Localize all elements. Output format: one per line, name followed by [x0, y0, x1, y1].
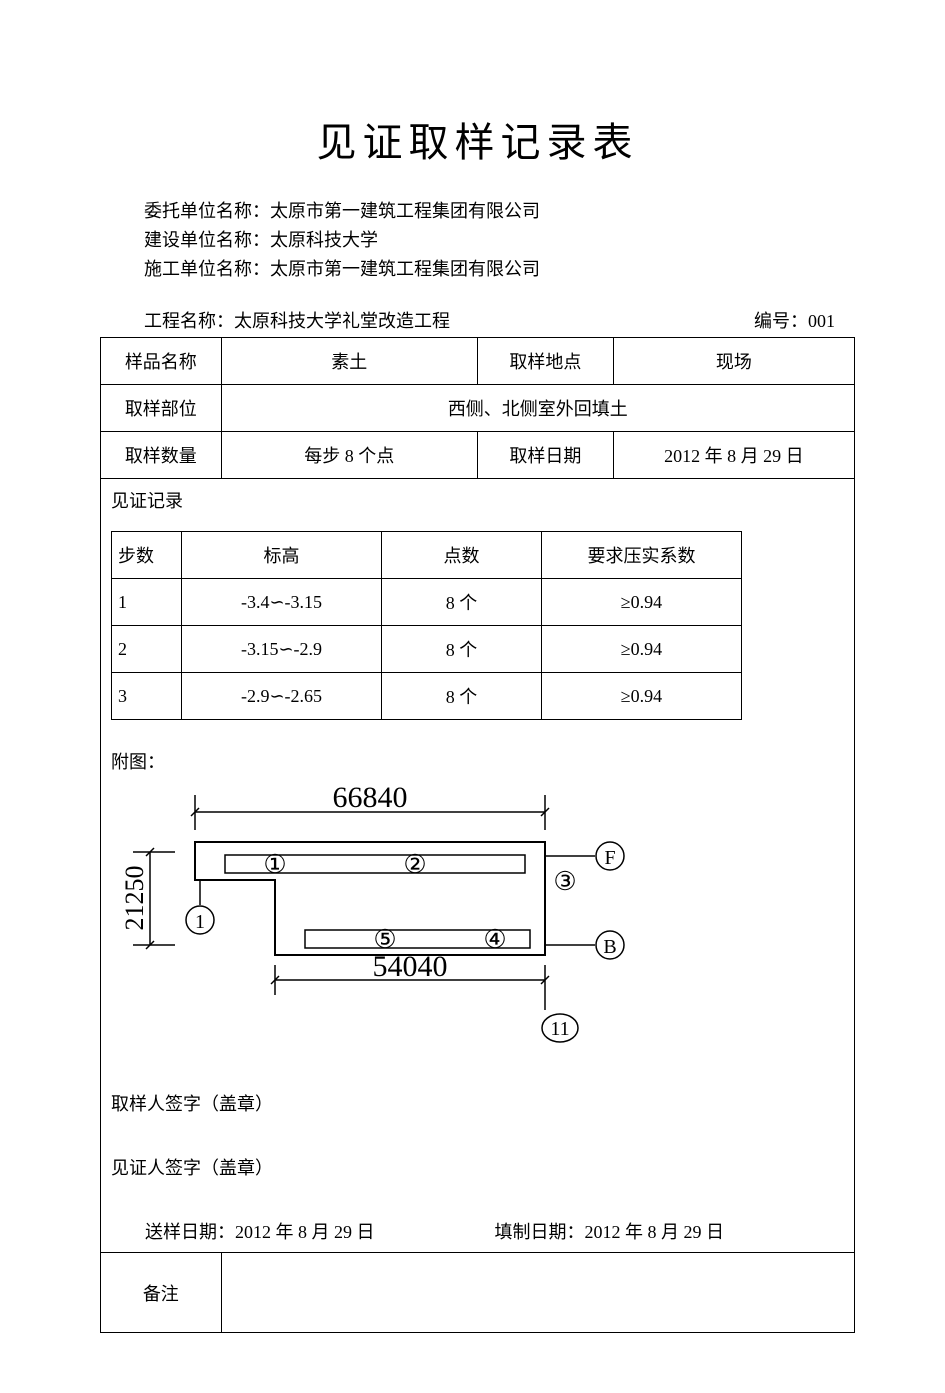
send-date-value: 2012 年 8 月 29 日: [235, 1222, 375, 1242]
fill-date-value: 2012 年 8 月 29 日: [585, 1222, 725, 1242]
table-row: 备注: [101, 1253, 855, 1333]
table-row: 取样部位 西侧、北侧室外回填土: [101, 385, 855, 432]
sample-name-label: 样品名称: [101, 338, 222, 385]
step-cell: ≥0.94: [542, 673, 742, 720]
step-cell: 8 个: [382, 626, 542, 673]
construct-label: 施工单位名称：: [144, 259, 270, 279]
date-row: 送样日期：2012 年 8 月 29 日 填制日期：2012 年 8 月 29 …: [145, 1218, 844, 1244]
n3-label: ③: [553, 867, 576, 896]
grid-b-label: B: [603, 936, 616, 958]
bottom-dim-text: 54040: [373, 950, 448, 983]
step-cell: 8 个: [382, 673, 542, 720]
grid-f-label: F: [604, 847, 615, 869]
sample-place-label: 取样地点: [477, 338, 613, 385]
number-label: 编号：: [754, 311, 808, 331]
step-cell: 2: [112, 626, 182, 673]
step-cell: -3.15∽-2.9: [182, 626, 382, 673]
n1-label: ①: [263, 850, 286, 879]
top-dim-text: 66840: [333, 781, 408, 814]
grid-1-label: 1: [195, 911, 205, 933]
sample-part-label: 取样部位: [101, 385, 222, 432]
number-value: 001: [808, 311, 835, 331]
sample-part-value: 西侧、北侧室外回填土: [221, 385, 854, 432]
table-row: 见证记录 步数 标高 点数 要求压实系数 1 -3.4∽-3.15 8 个 ≥0…: [101, 479, 855, 1253]
table-row: 步数 标高 点数 要求压实系数: [112, 532, 742, 579]
sample-qty-label: 取样数量: [101, 432, 222, 479]
steps-table: 步数 标高 点数 要求压实系数 1 -3.4∽-3.15 8 个 ≥0.94 2…: [111, 531, 742, 720]
sample-date-label: 取样日期: [477, 432, 613, 479]
construct-value: 太原市第一建筑工程集团有限公司: [270, 259, 540, 279]
entrust-label: 委托单位名称：: [144, 201, 270, 221]
table-row: 样品名称 素土 取样地点 现场: [101, 338, 855, 385]
step-cell: 8 个: [382, 579, 542, 626]
diagram-svg: 66840 21250: [115, 780, 655, 1055]
witness-sign: 见证人签字（盖章）: [111, 1154, 844, 1180]
steps-header-1: 步数: [112, 532, 182, 579]
diagram: 66840 21250: [115, 780, 844, 1060]
grid-11-label: 11: [550, 1018, 569, 1040]
steps-header-4: 要求压实系数: [542, 532, 742, 579]
left-dim-text: 21250: [120, 866, 149, 931]
fill-date-label: 填制日期：: [495, 1222, 585, 1242]
steps-header-3: 点数: [382, 532, 542, 579]
project-label: 工程名称：: [144, 311, 234, 331]
sample-place-value: 现场: [613, 338, 854, 385]
step-cell: -2.9∽-2.65: [182, 673, 382, 720]
steps-header-2: 标高: [182, 532, 382, 579]
page-title: 见证取样记录表: [100, 110, 855, 168]
remark-label: 备注: [101, 1253, 222, 1333]
project-value: 太原科技大学礼堂改造工程: [234, 311, 450, 331]
send-date-label: 送样日期：: [145, 1222, 235, 1242]
n2-label: ②: [403, 850, 426, 879]
record-title: 见证记录: [111, 487, 844, 513]
step-cell: 1: [112, 579, 182, 626]
main-table: 样品名称 素土 取样地点 现场 取样部位 西侧、北侧室外回填土 取样数量 每步 …: [100, 337, 855, 1333]
entrust-value: 太原市第一建筑工程集团有限公司: [270, 201, 540, 221]
step-cell: 3: [112, 673, 182, 720]
n4-label: ④: [483, 925, 506, 954]
header-info: 委托单位名称：太原市第一建筑工程集团有限公司 建设单位名称：太原科技大学 施工单…: [144, 198, 855, 283]
step-cell: -3.4∽-3.15: [182, 579, 382, 626]
build-label: 建设单位名称：: [144, 230, 270, 250]
sampler-sign: 取样人签字（盖章）: [111, 1090, 844, 1116]
step-cell: ≥0.94: [542, 579, 742, 626]
step-cell: ≥0.94: [542, 626, 742, 673]
table-row: 1 -3.4∽-3.15 8 个 ≥0.94: [112, 579, 742, 626]
sample-qty-value: 每步 8 个点: [221, 432, 477, 479]
table-row: 取样数量 每步 8 个点 取样日期 2012 年 8 月 29 日: [101, 432, 855, 479]
attach-label: 附图：: [111, 748, 844, 774]
sample-date-value: 2012 年 8 月 29 日: [613, 432, 854, 479]
build-value: 太原科技大学: [270, 230, 378, 250]
table-row: 3 -2.9∽-2.65 8 个 ≥0.94: [112, 673, 742, 720]
remark-value: [221, 1253, 854, 1333]
sample-name-value: 素土: [221, 338, 477, 385]
table-row: 2 -3.15∽-2.9 8 个 ≥0.94: [112, 626, 742, 673]
meta-row: 工程名称：太原科技大学礼堂改造工程 编号：001: [144, 307, 855, 333]
